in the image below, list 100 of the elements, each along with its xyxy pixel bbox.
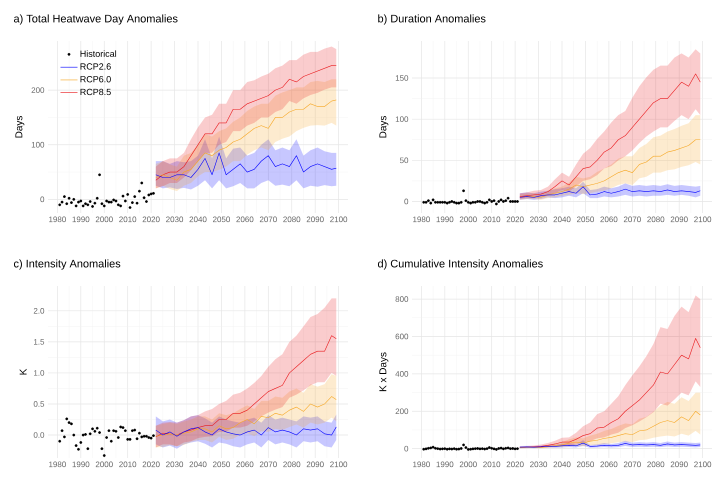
legend-label: Historical — [80, 50, 116, 57]
point — [102, 454, 106, 457]
legend-label: RCP2.6 — [80, 63, 111, 70]
point — [82, 434, 85, 436]
point — [500, 198, 502, 202]
y-axis-title: K — [20, 368, 27, 375]
point — [446, 202, 449, 205]
point — [70, 422, 73, 426]
point — [119, 426, 122, 428]
point — [492, 199, 496, 202]
point — [472, 200, 474, 204]
point — [150, 192, 153, 196]
point — [494, 202, 498, 206]
point — [476, 200, 480, 203]
point — [110, 440, 113, 443]
point — [142, 196, 146, 200]
point — [102, 204, 106, 208]
point — [516, 200, 519, 203]
y-axis-title: Days — [15, 116, 24, 138]
point — [145, 434, 148, 438]
point — [93, 430, 96, 433]
point — [128, 438, 132, 441]
point — [122, 194, 124, 198]
chart-title: b) Duration Anomalies — [378, 14, 486, 25]
point — [60, 429, 64, 432]
point — [138, 432, 141, 435]
point — [511, 200, 514, 203]
point — [84, 202, 87, 206]
point — [478, 200, 482, 203]
point — [147, 194, 150, 196]
point — [152, 434, 155, 438]
point — [457, 202, 460, 205]
point — [130, 429, 134, 432]
point — [122, 426, 124, 429]
line-series — [156, 426, 337, 437]
point — [150, 436, 153, 440]
point — [119, 204, 122, 208]
point — [483, 202, 486, 205]
y-axis-title: Days — [379, 116, 388, 138]
point — [91, 205, 94, 208]
point — [133, 428, 136, 432]
point — [58, 440, 62, 443]
point — [91, 427, 94, 430]
point — [136, 202, 138, 205]
point — [145, 200, 148, 203]
point — [77, 200, 80, 204]
chart-title: a) Total Heatwave Day Anomalies — [14, 14, 178, 25]
point — [88, 432, 92, 436]
point — [72, 434, 76, 436]
point — [72, 198, 76, 201]
legend-label: RCP6.0 — [80, 76, 111, 82]
point — [502, 200, 505, 203]
point — [438, 200, 442, 204]
point — [514, 200, 517, 203]
point — [486, 200, 488, 204]
point — [98, 173, 101, 176]
point — [110, 200, 113, 204]
point — [128, 206, 132, 209]
point — [79, 200, 82, 202]
point — [140, 435, 144, 438]
point — [116, 436, 120, 439]
point — [450, 200, 454, 203]
point — [82, 204, 85, 208]
point — [93, 202, 96, 205]
point — [497, 200, 500, 203]
point — [424, 200, 428, 204]
point — [469, 202, 472, 205]
point — [464, 199, 468, 202]
point — [441, 200, 444, 204]
point — [432, 198, 434, 202]
chart-title: c) Intensity Anomalies — [14, 259, 120, 270]
point — [77, 448, 80, 451]
point — [108, 200, 110, 204]
point — [58, 203, 62, 206]
point — [488, 198, 491, 202]
point — [480, 200, 484, 204]
point — [100, 447, 104, 450]
point — [74, 444, 78, 447]
y-axis-title: K x Days — [379, 352, 388, 392]
point — [140, 182, 144, 184]
point — [443, 200, 446, 204]
point — [100, 202, 104, 206]
point — [68, 421, 70, 424]
point — [462, 189, 465, 192]
point — [436, 200, 440, 204]
point — [63, 195, 66, 198]
point — [114, 200, 118, 202]
point — [60, 200, 64, 204]
point — [460, 200, 463, 204]
point — [126, 193, 130, 196]
point — [105, 200, 108, 202]
point — [105, 436, 108, 439]
point — [79, 441, 82, 444]
point — [427, 199, 430, 202]
point — [455, 202, 458, 205]
point — [434, 200, 437, 204]
point — [63, 435, 66, 438]
point — [506, 196, 510, 200]
point — [65, 202, 68, 206]
point — [108, 429, 110, 432]
